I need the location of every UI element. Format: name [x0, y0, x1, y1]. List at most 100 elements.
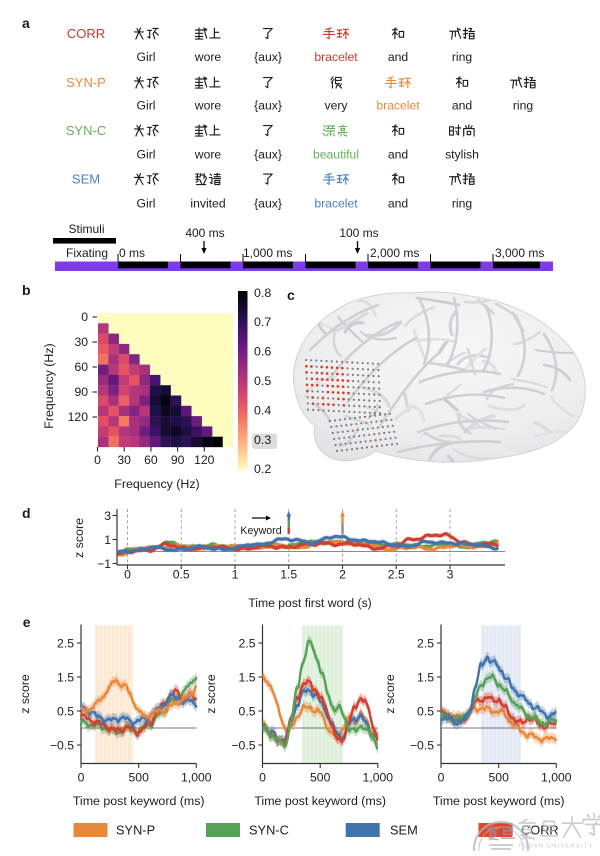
- svg-text:3,000 ms: 3,000 ms: [495, 246, 544, 260]
- svg-text:2.5: 2.5: [388, 568, 405, 582]
- svg-text:0 ms: 0 ms: [119, 246, 145, 260]
- svg-text:2: 2: [339, 568, 346, 582]
- svg-text:CORR: CORR: [67, 26, 105, 41]
- svg-text:Time post keyword (ms): Time post keyword (ms): [254, 794, 386, 808]
- svg-text:0.5: 0.5: [254, 374, 271, 388]
- svg-text:0: 0: [81, 310, 88, 324]
- svg-text:z score: z score: [204, 674, 218, 714]
- svg-text:1,000: 1,000: [363, 771, 394, 785]
- svg-text:0.5: 0.5: [57, 704, 74, 718]
- svg-text:0.5: 0.5: [239, 704, 256, 718]
- svg-text:Time post keyword (ms): Time post keyword (ms): [73, 794, 205, 808]
- svg-text:SEM: SEM: [72, 172, 100, 187]
- svg-text:30: 30: [117, 453, 131, 467]
- svg-text:120: 120: [68, 410, 89, 424]
- svg-text:bracelet: bracelet: [314, 196, 358, 210]
- svg-text:{aux}: {aux}: [254, 98, 282, 112]
- svg-text:2.5: 2.5: [417, 636, 434, 650]
- svg-text:z score: z score: [18, 674, 32, 714]
- svg-text:{aux}: {aux}: [254, 147, 282, 161]
- svg-text:120: 120: [194, 453, 215, 467]
- svg-text:Frequency (Hz): Frequency (Hz): [42, 343, 56, 428]
- svg-text:stylish: stylish: [445, 147, 479, 161]
- svg-text:very: very: [324, 98, 348, 112]
- svg-text:1,000 ms: 1,000 ms: [243, 246, 292, 260]
- svg-text:1.5: 1.5: [57, 670, 74, 684]
- svg-text:1.5: 1.5: [239, 670, 256, 684]
- svg-text:0.2: 0.2: [254, 462, 271, 476]
- svg-text:Girl: Girl: [137, 50, 156, 64]
- svg-text:0.4: 0.4: [254, 403, 271, 417]
- svg-text:60: 60: [74, 360, 88, 374]
- svg-text:z score: z score: [72, 518, 86, 558]
- svg-text:−0.5: −0.5: [410, 738, 434, 752]
- svg-text:and: and: [388, 50, 408, 64]
- svg-text:1,000: 1,000: [181, 771, 212, 785]
- svg-text:ring: ring: [452, 196, 472, 210]
- svg-text:bracelet: bracelet: [376, 98, 420, 112]
- svg-text:SYN-C: SYN-C: [249, 823, 289, 838]
- svg-text:2.5: 2.5: [57, 636, 74, 650]
- svg-text:1: 1: [104, 533, 111, 547]
- svg-text:0: 0: [259, 771, 266, 785]
- svg-text:Frequency (Hz): Frequency (Hz): [114, 477, 199, 491]
- svg-text:and: and: [452, 98, 472, 112]
- svg-text:1.5: 1.5: [280, 568, 297, 582]
- svg-text:b: b: [22, 282, 31, 298]
- svg-text:0: 0: [438, 771, 445, 785]
- svg-text:0.8: 0.8: [254, 286, 271, 300]
- svg-text:2,000 ms: 2,000 ms: [370, 246, 419, 260]
- svg-text:SEM: SEM: [390, 823, 418, 838]
- svg-text:0.3: 0.3: [254, 433, 271, 447]
- svg-text:0.7: 0.7: [254, 315, 271, 329]
- svg-text:500: 500: [310, 771, 331, 785]
- svg-text:90: 90: [171, 453, 185, 467]
- svg-text:ring: ring: [452, 50, 472, 64]
- svg-text:wore: wore: [194, 50, 222, 64]
- svg-text:100 ms: 100 ms: [339, 226, 378, 240]
- svg-text:z score: z score: [383, 674, 397, 714]
- svg-text:3: 3: [447, 568, 454, 582]
- svg-text:Time post first word (s): Time post first word (s): [248, 596, 371, 610]
- svg-text:SYN-P: SYN-P: [66, 75, 106, 90]
- svg-text:FUDAN UNIVERSITY: FUDAN UNIVERSITY: [518, 844, 593, 850]
- svg-text:beautiful: beautiful: [313, 147, 359, 161]
- svg-text:−0.5: −0.5: [50, 738, 74, 752]
- svg-text:SYN-C: SYN-C: [66, 123, 106, 138]
- svg-text:a: a: [22, 15, 30, 31]
- svg-text:Girl: Girl: [137, 98, 156, 112]
- svg-text:500: 500: [489, 771, 510, 785]
- svg-text:0: 0: [78, 771, 85, 785]
- svg-text:Fixating: Fixating: [66, 246, 108, 260]
- svg-text:Time post keyword (ms): Time post keyword (ms): [433, 794, 565, 808]
- svg-text:{aux}: {aux}: [254, 50, 282, 64]
- svg-text:Keyword: Keyword: [240, 525, 281, 537]
- svg-text:and: and: [388, 147, 408, 161]
- svg-text:invited: invited: [190, 196, 225, 210]
- svg-text:Girl: Girl: [137, 147, 156, 161]
- svg-text:SYN-P: SYN-P: [116, 823, 155, 838]
- svg-text:wore: wore: [194, 147, 222, 161]
- svg-text:Girl: Girl: [137, 196, 156, 210]
- svg-text:−1: −1: [97, 557, 111, 571]
- svg-text:400 ms: 400 ms: [185, 226, 224, 240]
- svg-text:e: e: [23, 614, 31, 630]
- svg-text:1,000: 1,000: [541, 771, 572, 785]
- svg-text:0: 0: [94, 453, 101, 467]
- svg-text:ring: ring: [513, 98, 533, 112]
- svg-text:500: 500: [129, 771, 150, 785]
- svg-text:{aux}: {aux}: [254, 196, 282, 210]
- svg-text:and: and: [388, 196, 408, 210]
- svg-text:c: c: [287, 287, 295, 303]
- svg-text:60: 60: [144, 453, 158, 467]
- svg-text:−0.5: −0.5: [231, 738, 255, 752]
- svg-text:1: 1: [232, 568, 239, 582]
- svg-text:Stimuli: Stimuli: [68, 222, 104, 236]
- svg-text:3: 3: [104, 509, 111, 523]
- svg-text:30: 30: [74, 335, 88, 349]
- svg-text:0: 0: [124, 568, 131, 582]
- svg-text:0.5: 0.5: [173, 568, 190, 582]
- svg-text:0.5: 0.5: [417, 704, 434, 718]
- svg-text:bracelet: bracelet: [314, 50, 358, 64]
- svg-text:1.5: 1.5: [417, 670, 434, 684]
